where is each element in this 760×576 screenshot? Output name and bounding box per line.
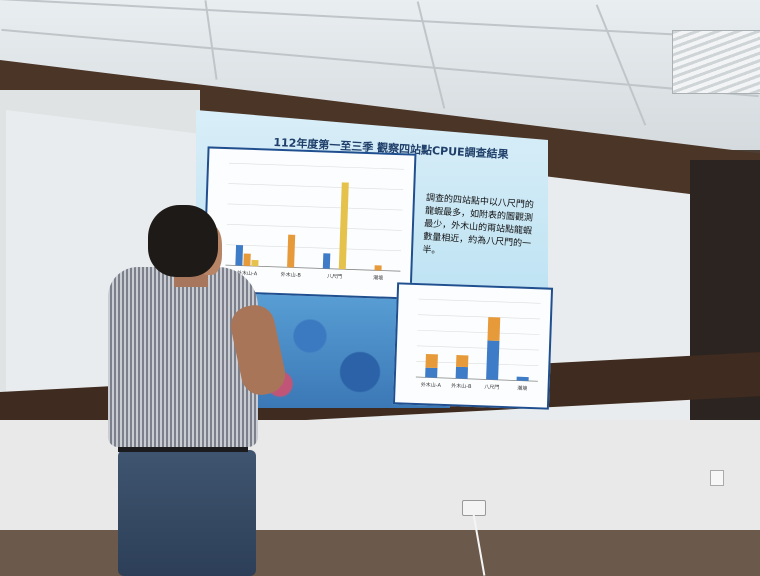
bar (425, 367, 438, 378)
bar (322, 253, 331, 269)
presenter-head (148, 205, 218, 277)
gridline (226, 244, 402, 252)
gridline (226, 224, 402, 231)
gridline (416, 345, 539, 351)
bar (338, 182, 349, 270)
bar (251, 259, 259, 267)
tick-label: 外木山-A (237, 270, 258, 278)
presenter-striped-shirt (108, 267, 258, 447)
tick-label: 外木山-B (451, 382, 472, 390)
chart-2: 外木山-A 外木山-B 八尺門 潮境 (392, 282, 554, 410)
ceiling-grid-line (595, 4, 647, 126)
presenter (96, 195, 289, 576)
bar (455, 366, 469, 379)
ceiling-air-vent (672, 30, 760, 94)
tick-label: 潮境 (373, 274, 383, 281)
slide-body-text: 調查的四站點中以八尺門的龍蝦最多，如附表的圖觀測最少，外木山的兩站點龍蝦數量相近… (422, 193, 535, 257)
bar (425, 353, 438, 369)
bar (456, 355, 469, 368)
chart-1-svg: 外木山-A 外木山-B 八尺門 潮境 (225, 162, 404, 282)
chart-2-svg: 外木山-A 外木山-B 八尺門 潮境 (415, 298, 541, 392)
tick-label: 潮境 (517, 385, 527, 392)
bar (243, 253, 251, 266)
gridline (229, 162, 404, 170)
ceiling-grid-line (416, 1, 446, 109)
gridline (418, 314, 540, 320)
bar (516, 376, 529, 381)
bar (374, 265, 382, 271)
presenter-jeans (118, 450, 256, 576)
chart-1: 外木山-A 外木山-B 八尺門 潮境 (202, 146, 417, 300)
tick-label: 八尺門 (327, 274, 342, 281)
tick-label: 外木山-B (281, 271, 302, 279)
ceiling-grid-line (204, 0, 218, 80)
bar (287, 234, 296, 268)
tick-label: 外木山-A (421, 381, 442, 389)
ceiling-grid-line (0, 0, 760, 40)
bar (486, 340, 500, 380)
gridline (227, 203, 403, 211)
tick-label: 八尺門 (484, 384, 499, 391)
wall-switch (710, 470, 724, 486)
bar (235, 245, 244, 266)
bar (487, 317, 501, 341)
gridline (417, 329, 540, 335)
gridline (228, 183, 404, 190)
gridline (418, 298, 541, 304)
